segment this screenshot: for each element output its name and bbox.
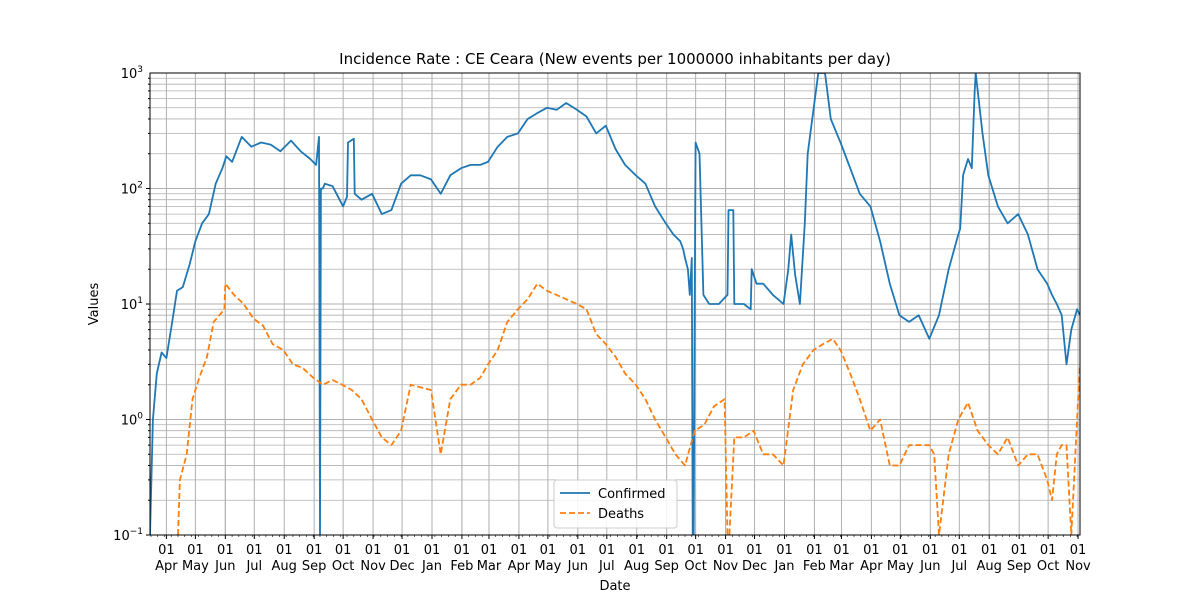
x-tick-month-label: May [887, 559, 914, 574]
y-tick-exponent: 0 [137, 412, 143, 422]
x-tick-month-label: Apr [508, 559, 531, 574]
x-tick-day-label: 01 [599, 543, 616, 558]
y-tick-exponent: 1 [137, 296, 143, 306]
x-tick-month-label: Dec [742, 559, 767, 574]
series-line-deaths [177, 282, 1080, 535]
y-axis-label: Values [87, 283, 102, 326]
legend-label-confirmed: Confirmed [598, 487, 666, 502]
x-tick-day-label: 01 [365, 543, 382, 558]
x-tick-day-label: 01 [863, 543, 880, 558]
x-tick-month-label: Nov [713, 559, 739, 574]
x-tick-day-label: 01 [335, 543, 352, 558]
x-tick-day-label: 01 [306, 543, 323, 558]
x-tick-month-label: Aug [272, 559, 297, 574]
x-tick-month-label: Apr [860, 559, 883, 574]
x-tick-day-label: 01 [217, 543, 234, 558]
x-tick-day-label: 01 [570, 543, 587, 558]
axes: 10−110010110210301Apr01May01Jun01Jul01Au… [113, 65, 1091, 574]
x-tick-month-label: May [534, 559, 561, 574]
x-tick-month-label: Dec [389, 559, 414, 574]
x-tick-day-label: 01 [158, 543, 175, 558]
x-tick-day-label: 01 [1070, 543, 1087, 558]
grid [150, 73, 1080, 536]
x-tick-month-label: Sep [654, 559, 679, 574]
x-tick-day-label: 01 [806, 543, 823, 558]
x-tick-day-label: 01 [276, 543, 293, 558]
x-tick-day-label: 01 [454, 543, 471, 558]
series-layer [150, 73, 1080, 535]
x-tick-month-label: Oct [684, 559, 706, 574]
x-tick-day-label: 01 [394, 543, 411, 558]
legend-box [553, 479, 678, 529]
x-tick-month-label: Nov [360, 559, 386, 574]
x-tick-day-label: 01 [776, 543, 793, 558]
x-tick-month-label: Oct [332, 559, 354, 574]
x-tick-day-label: 01 [187, 543, 204, 558]
x-tick-day-label: 01 [246, 543, 263, 558]
x-tick-day-label: 01 [658, 543, 675, 558]
x-tick-day-label: 01 [481, 543, 498, 558]
x-tick-month-label: Jul [950, 559, 967, 574]
x-tick-day-label: 01 [511, 543, 528, 558]
x-tick-day-label: 01 [628, 543, 645, 558]
y-tick-exponent: −1 [130, 527, 143, 537]
x-tick-month-label: Feb [450, 559, 473, 574]
x-tick-month-label: Nov [1065, 559, 1091, 574]
x-tick-month-label: Jul [598, 559, 615, 574]
x-tick-day-label: 01 [833, 543, 850, 558]
x-axis-label: Date [599, 579, 630, 594]
x-tick-month-label: Jun [567, 559, 588, 574]
y-tick-exponent: 2 [137, 181, 143, 191]
series-line-confirmed [150, 73, 1080, 535]
x-tick-day-label: 01 [746, 543, 763, 558]
x-tick-day-label: 01 [540, 543, 557, 558]
x-tick-day-label: 01 [687, 543, 704, 558]
x-tick-month-label: Mar [477, 559, 502, 574]
x-tick-month-label: Jan [773, 559, 794, 574]
legend-label-deaths: Deaths [598, 507, 644, 522]
x-tick-month-label: Feb [803, 559, 826, 574]
x-tick-day-label: 01 [717, 543, 734, 558]
chart-title: Incidence Rate : CE Ceara (New events pe… [339, 50, 891, 68]
x-tick-day-label: 01 [424, 543, 441, 558]
x-tick-day-label: 01 [892, 543, 909, 558]
x-tick-day-label: 01 [1011, 543, 1028, 558]
x-tick-day-label: 01 [922, 543, 939, 558]
x-tick-day-label: 01 [981, 543, 998, 558]
x-tick-month-label: Jan [421, 559, 442, 574]
x-tick-month-label: Sep [1007, 559, 1032, 574]
legend: Confirmed Deaths [553, 479, 678, 529]
x-tick-month-label: Apr [155, 559, 178, 574]
x-tick-month-label: Jun [214, 559, 235, 574]
x-tick-day-label: 01 [1040, 543, 1057, 558]
x-tick-month-label: Sep [302, 559, 327, 574]
x-tick-month-label: Jun [919, 559, 940, 574]
x-tick-month-label: Aug [624, 559, 649, 574]
x-tick-month-label: May [182, 559, 209, 574]
x-tick-month-label: Aug [977, 559, 1002, 574]
x-tick-month-label: Mar [829, 559, 854, 574]
y-tick-exponent: 3 [137, 65, 143, 75]
x-tick-month-label: Oct [1037, 559, 1059, 574]
x-tick-month-label: Jul [245, 559, 262, 574]
x-tick-day-label: 01 [951, 543, 968, 558]
